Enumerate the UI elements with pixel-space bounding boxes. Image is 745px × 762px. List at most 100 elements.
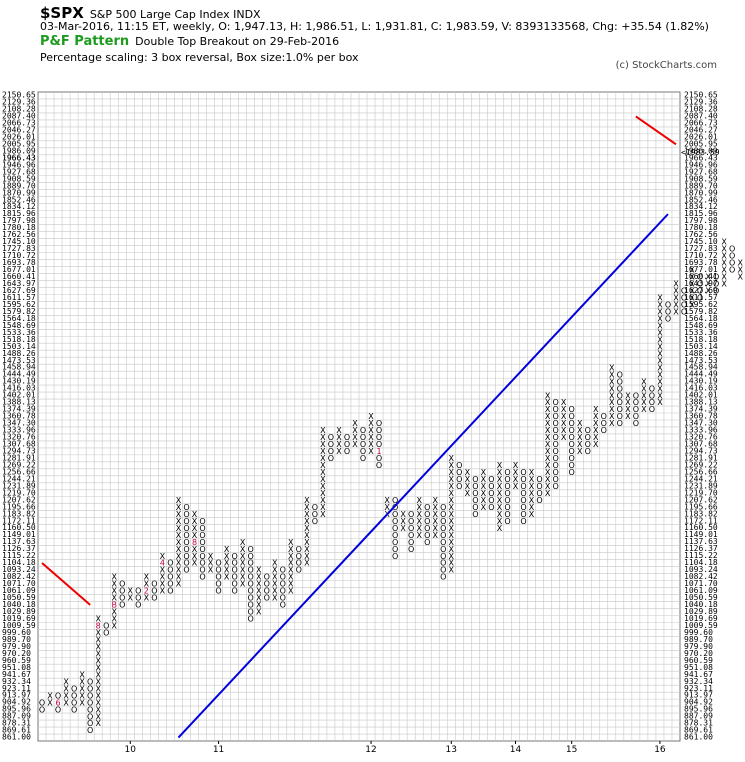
x-box: X [95, 705, 101, 714]
y-tick-label-left: 913.97 [2, 691, 31, 700]
y-tick-label-right: 1281.91 [684, 453, 718, 462]
o-box: O [633, 405, 639, 414]
x-box: X [160, 580, 166, 589]
o-box: O [248, 608, 254, 617]
x-box: X [481, 475, 487, 484]
x-box: X [657, 391, 663, 400]
o-box: O [360, 433, 366, 442]
o-box: O [440, 503, 446, 512]
o-box: O [729, 259, 735, 268]
x-box: X [497, 489, 503, 498]
x-box: X [529, 489, 535, 498]
o-box: O [392, 496, 398, 505]
x-box: X [545, 405, 551, 414]
o-box: O [520, 482, 526, 491]
o-box: O [71, 705, 77, 714]
x-box: X [192, 545, 198, 554]
x-box: X [176, 531, 182, 540]
o-box: O [248, 587, 254, 596]
o-box: O [39, 705, 45, 714]
o-box: O [472, 475, 478, 484]
x-box: X [288, 559, 294, 568]
x-box: X [673, 287, 679, 296]
y-tick-label-right: 2150.65 [684, 91, 718, 100]
y-tick-label-left: 2026.01 [2, 132, 36, 141]
x-box: X [400, 510, 406, 519]
o-box: O [440, 538, 446, 547]
y-tick-label-left: 2046.27 [2, 125, 36, 134]
pattern-text: Double Top Breakout on 29-Feb-2016 [135, 35, 340, 48]
y-tick-label-left: 1307.68 [2, 440, 36, 449]
o-box: O [360, 426, 366, 435]
x-box: X [176, 517, 182, 526]
x-box: X [737, 266, 743, 275]
o-box: O [424, 538, 430, 547]
x-box: X [95, 691, 101, 700]
y-tick-label-right: 1040.18 [684, 600, 718, 609]
x-box: X [352, 426, 358, 435]
x-box: X [449, 475, 455, 484]
x-box: X [111, 622, 117, 631]
y-tick-label-right: 2046.27 [684, 125, 718, 134]
x-box: X [609, 384, 615, 393]
x-box: X [657, 301, 663, 310]
y-tick-label-right: 1643.97 [684, 279, 718, 288]
x-box: X [465, 468, 471, 477]
x-box: X [673, 280, 679, 289]
y-tick-label-right: 1160.50 [684, 523, 718, 532]
y-tick-label-left: 869.61 [2, 726, 31, 735]
x-box: X [497, 461, 503, 470]
o-box: O [552, 419, 558, 428]
o-box: O [280, 594, 286, 603]
o-box: O [87, 712, 93, 721]
x-box: X [593, 433, 599, 442]
x-box: X [320, 454, 326, 463]
x-box: X [400, 524, 406, 533]
y-tick-label-right: 1388.13 [684, 398, 718, 407]
o-box: O [440, 510, 446, 519]
o-box: O [135, 594, 141, 603]
y-tick-label-right: 1693.78 [684, 258, 718, 267]
x-box: X [545, 489, 551, 498]
month-marker: 6 [56, 698, 61, 707]
y-tick-label-left: 1693.78 [2, 258, 36, 267]
x-box: X [657, 335, 663, 344]
y-tick-label-right: 1050.59 [684, 593, 718, 602]
x-box: X [432, 496, 438, 505]
o-box: O [151, 580, 157, 589]
o-box: O [248, 615, 254, 624]
y-tick-label-left: 1488.26 [2, 349, 36, 358]
x-box: X [641, 398, 647, 407]
o-box: O [504, 510, 510, 519]
x-box: X [176, 559, 182, 568]
x-box: X [561, 433, 567, 442]
bullish-support-trendline [177, 213, 669, 739]
month-marker: 8 [192, 538, 197, 547]
x-box: X [465, 482, 471, 491]
y-tick-label-left: 1889.70 [2, 181, 36, 190]
o-box: O [264, 594, 270, 603]
x-box: X [416, 503, 422, 512]
x-box: X [609, 391, 615, 400]
x-box: X [208, 552, 214, 561]
o-box: O [408, 524, 414, 533]
x-box: X [721, 273, 727, 282]
y-tick-label-left: 1927.68 [2, 167, 36, 176]
o-box: O [681, 287, 687, 296]
o-box: O [408, 517, 414, 526]
x-box: X [561, 426, 567, 435]
x-box: X [449, 482, 455, 491]
x-box: X [272, 594, 278, 603]
y-tick-label-right: 1870.99 [684, 188, 718, 197]
x-box: X [256, 601, 262, 610]
x-box: X [545, 433, 551, 442]
x-box: X [368, 426, 374, 435]
o-box: O [199, 559, 205, 568]
o-box: O [183, 531, 189, 540]
x-box: X [657, 314, 663, 323]
x-box: X [449, 489, 455, 498]
y-tick-label-left: 1595.62 [2, 300, 36, 309]
y-tick-label-right: 1518.18 [684, 335, 718, 344]
o-box: O [665, 308, 671, 317]
o-box: O [248, 601, 254, 610]
